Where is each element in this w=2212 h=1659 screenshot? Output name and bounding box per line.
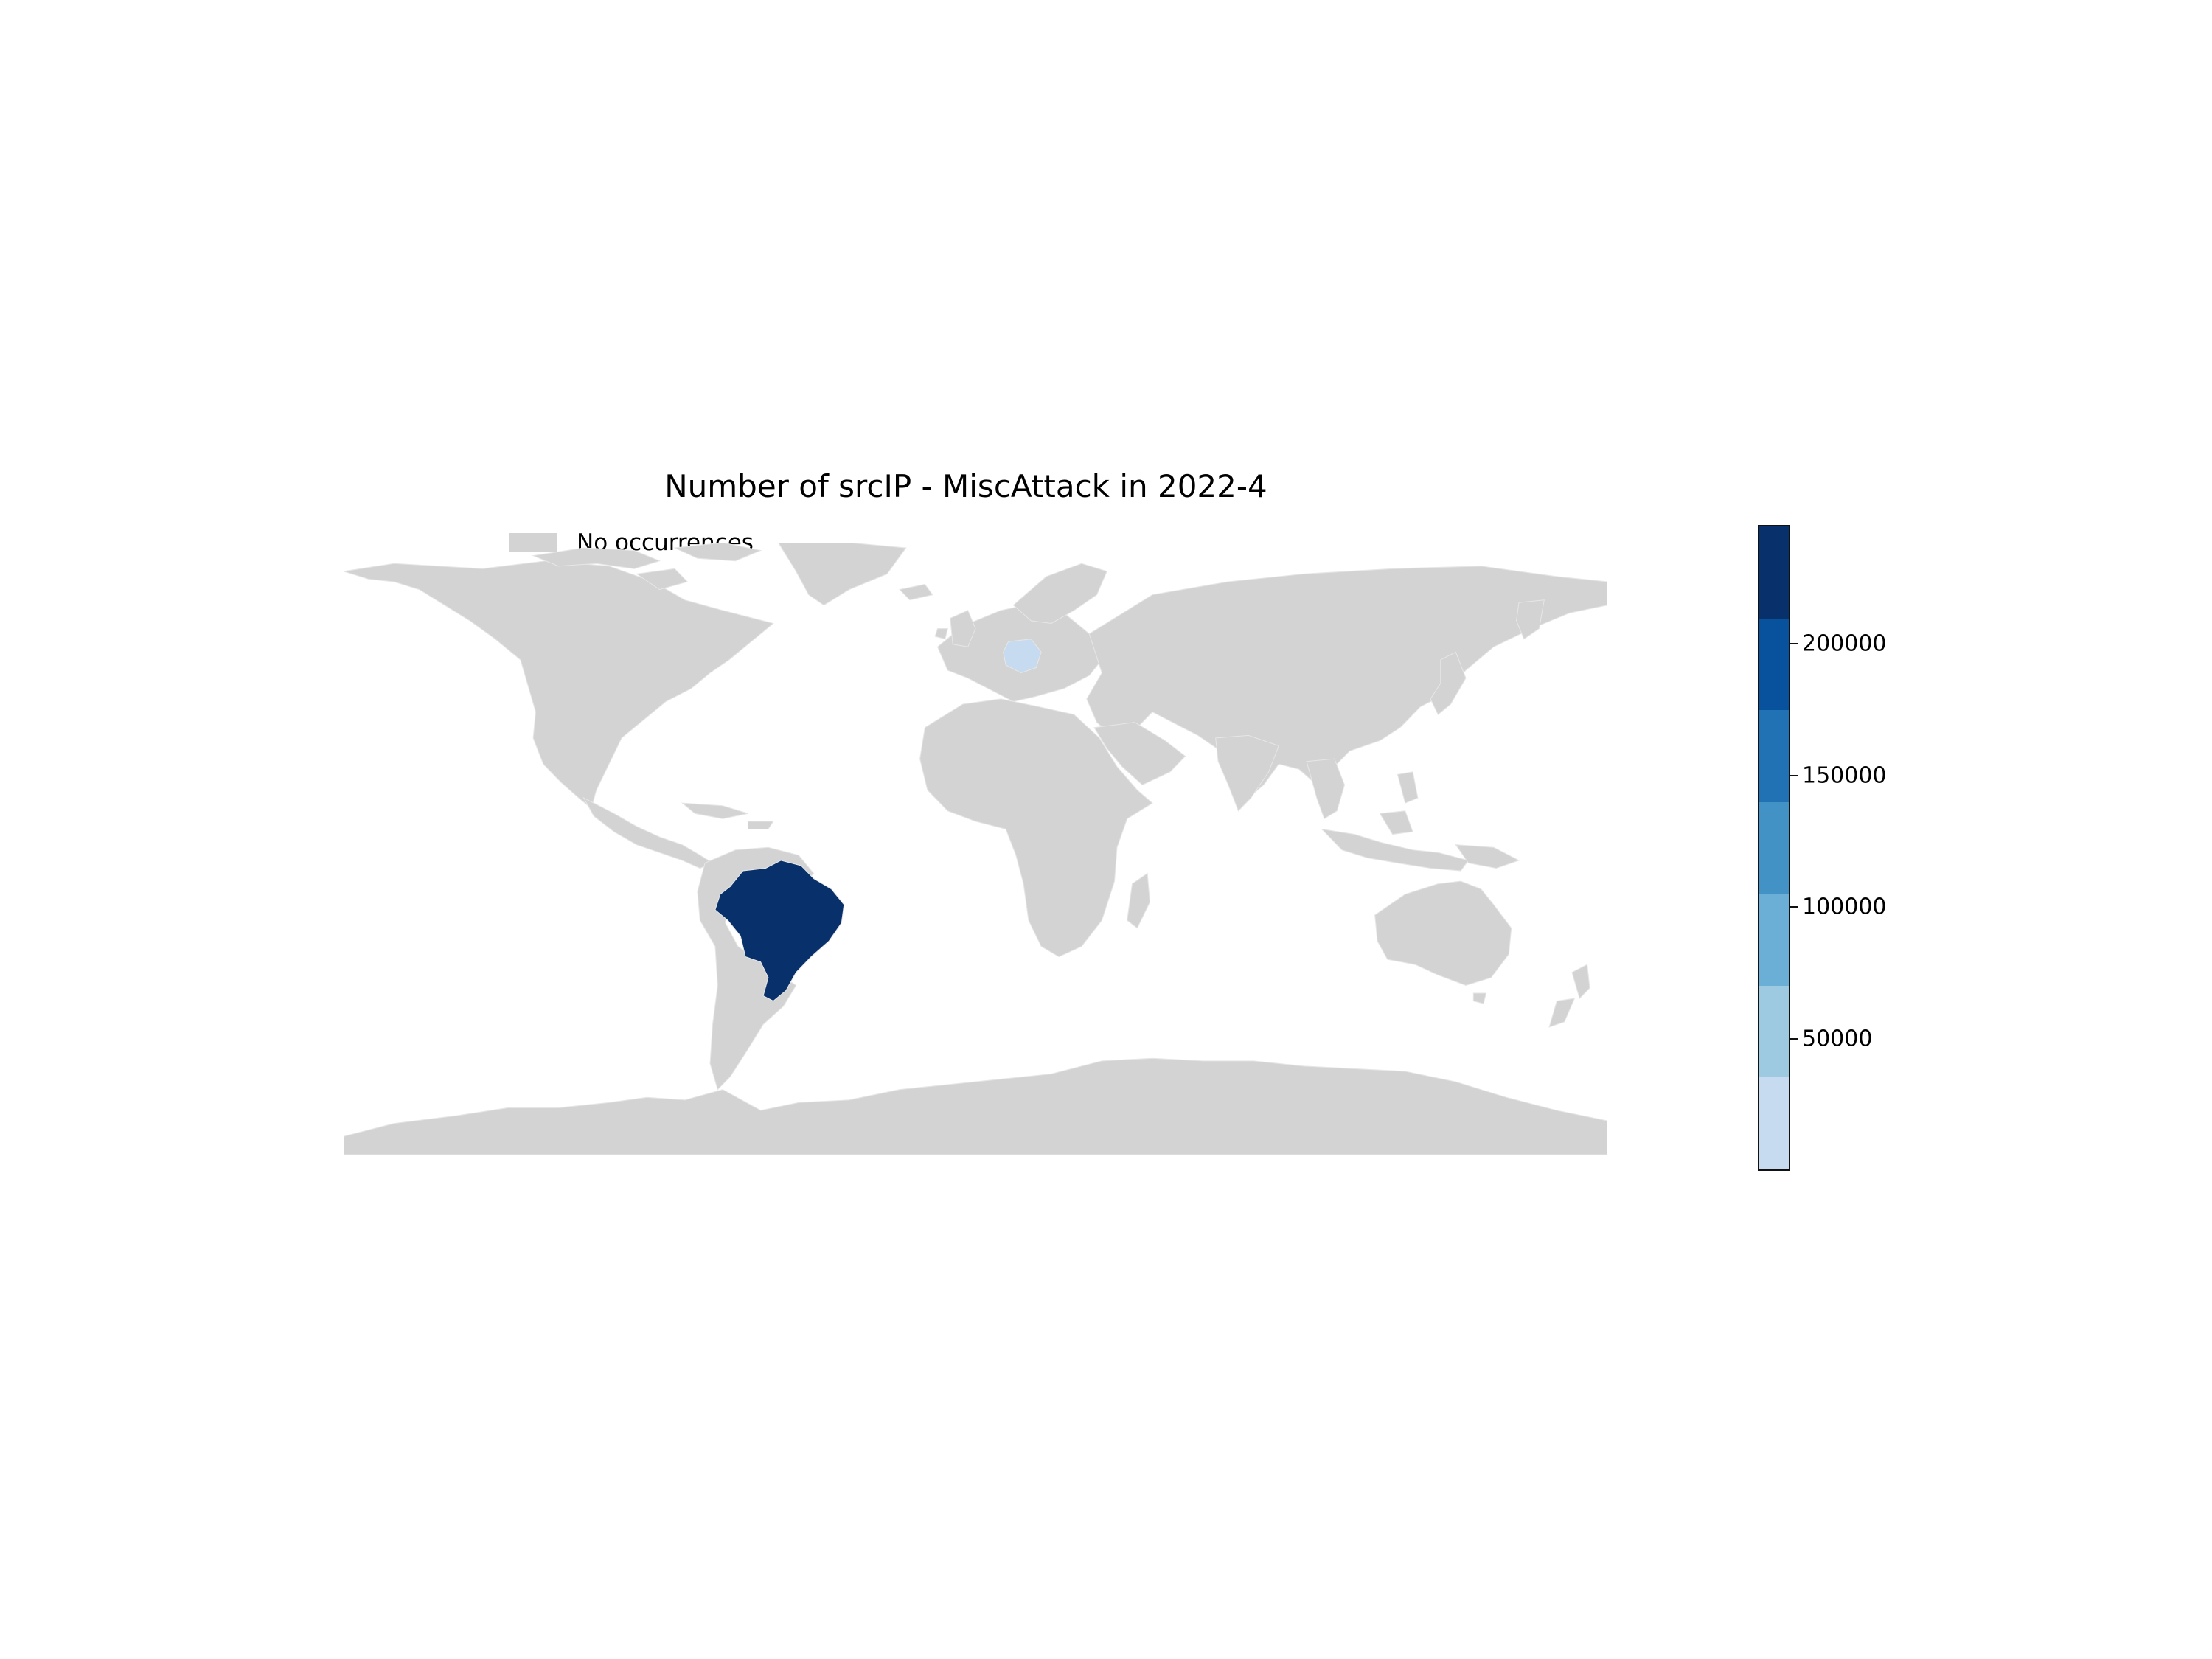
country-iceland [899, 583, 933, 601]
country-india [1215, 734, 1280, 812]
country-indonesia [1321, 810, 1470, 872]
colorbar-tick-0 [1790, 1038, 1798, 1040]
colorbar-tick-3 [1790, 642, 1798, 644]
region-kamchatka [1516, 599, 1545, 640]
map-title: Number of srcIP - MiscAttack in 2022-4 [664, 468, 1267, 504]
region-arabia [1093, 722, 1186, 786]
region-southeast-asia [1306, 758, 1346, 820]
colorbar-tick-label: 50000 [1802, 1026, 1873, 1052]
world-map-svg [344, 543, 1607, 1155]
country-australia [1374, 880, 1512, 986]
country-madagascar [1127, 872, 1151, 929]
colorbar-tick-label: 100000 [1802, 894, 1887, 920]
country-japan [1430, 651, 1467, 715]
country-brazil [714, 860, 845, 1002]
country-north-america [344, 560, 774, 810]
country-united-kingdom [934, 610, 976, 647]
country-papua-new-guinea [1455, 844, 1520, 869]
region-africa [919, 698, 1153, 958]
colorbar-segment-4 [1759, 710, 1789, 802]
region-scandinavia [1012, 563, 1107, 625]
legend-swatch-no-data [509, 533, 557, 552]
colorbar-segment-3 [1759, 801, 1789, 894]
colorbar-tick-1 [1790, 906, 1798, 908]
colorbar [1758, 525, 1790, 1171]
world-map [344, 543, 1607, 1155]
colorbar-segment-0 [1759, 1077, 1789, 1169]
canadian-arctic-islands [532, 543, 762, 591]
colorbar-segment-5 [1759, 618, 1789, 711]
colorbar-tick-2 [1790, 774, 1798, 776]
country-philippines [1397, 771, 1419, 804]
country-germany [1003, 639, 1042, 674]
country-tasmania [1472, 992, 1487, 1004]
colorbar-tick-label: 150000 [1802, 762, 1887, 789]
region-antarctica [344, 1057, 1607, 1155]
colorbar-segment-6 [1759, 526, 1789, 619]
colorbar-tick-label: 200000 [1802, 630, 1887, 657]
colorbar-segment-2 [1759, 894, 1789, 986]
region-caribbean [681, 802, 774, 830]
country-new-zealand [1548, 964, 1590, 1028]
country-greenland [778, 543, 907, 606]
colorbar-segment-1 [1759, 985, 1789, 1078]
